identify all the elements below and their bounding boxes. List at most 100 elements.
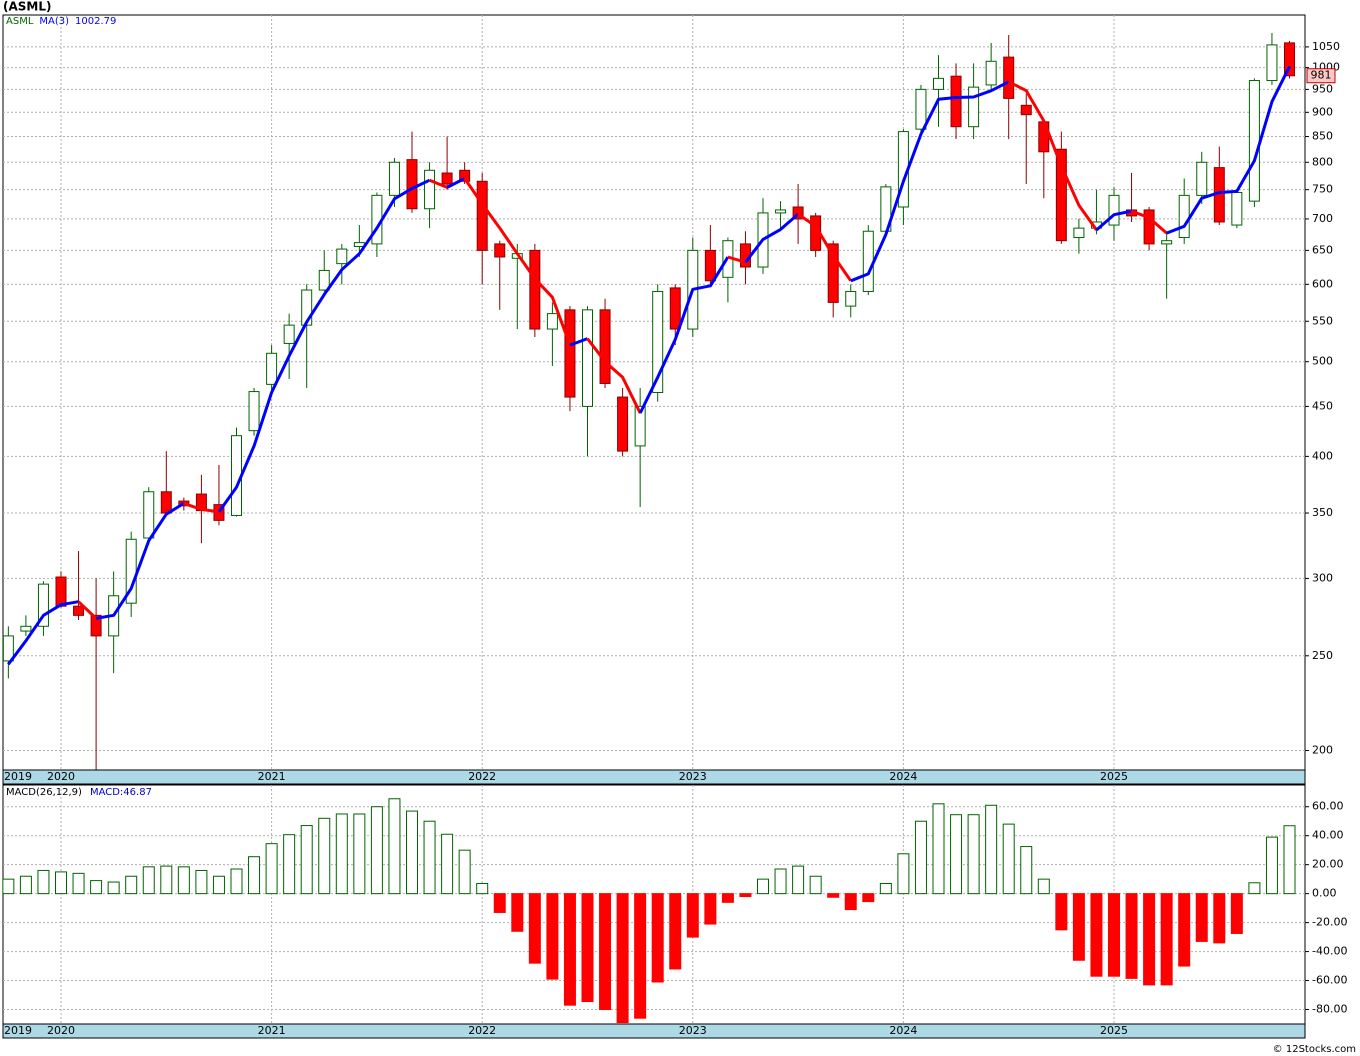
- ma-line: [586, 337, 642, 414]
- macd-bar: [669, 893, 682, 970]
- x-tick-label: 2024: [889, 1024, 917, 1037]
- macd-bar: [1230, 893, 1243, 934]
- macd-bar: [476, 882, 489, 895]
- macd-bar: [72, 872, 85, 895]
- macd-bar: [985, 804, 998, 895]
- y-tick-label: 60.00: [1312, 800, 1344, 813]
- candle-body: [1161, 240, 1173, 245]
- macd-bar: [19, 875, 32, 895]
- x-tick-label: 2025: [1100, 770, 1128, 783]
- ma-line: [1095, 209, 1132, 232]
- macd-bar: [423, 820, 436, 895]
- candle-body: [827, 243, 839, 303]
- candle-body: [968, 86, 980, 128]
- candle-body: [353, 242, 365, 247]
- macd-bar: [844, 893, 857, 911]
- candle-body: [90, 614, 102, 637]
- candle-body: [1231, 192, 1243, 226]
- legend: MACD(26,12,9) MACD:46.87: [6, 787, 152, 798]
- candle-body: [669, 287, 681, 330]
- candle-body: [845, 290, 857, 307]
- macd-bar: [599, 893, 612, 1011]
- macd-bar: [142, 866, 155, 895]
- candle-body: [582, 309, 593, 407]
- x-tick-label: 2024: [889, 770, 917, 783]
- y-tick-label: 250: [1312, 649, 1333, 662]
- macd-bar: [37, 869, 50, 895]
- legend-macd: MACD:46.87: [90, 787, 152, 798]
- legend-symbol: ASML: [6, 16, 34, 27]
- candle-body: [1143, 209, 1155, 245]
- macd-bar: [809, 875, 822, 895]
- ma-line: [429, 178, 448, 189]
- macd-bar: [1108, 893, 1120, 977]
- candle-body: [37, 583, 49, 627]
- x-tick-label: 2021: [258, 770, 286, 783]
- macd-bar: [1143, 893, 1156, 986]
- legend-indicator: MACD(26,12,9): [6, 787, 82, 798]
- x-axis-strip: [2, 769, 1306, 785]
- macd-bar: [932, 803, 945, 895]
- x-tick-label: 2019: [4, 770, 32, 783]
- macd-bar: [318, 817, 331, 895]
- macd-bar: [739, 893, 752, 898]
- candle-body: [459, 169, 471, 182]
- chart-title: (ASML): [3, 0, 52, 14]
- candle-body: [617, 396, 629, 452]
- macd-bar: [160, 865, 173, 895]
- y-tick-label: 200: [1312, 743, 1333, 756]
- y-tick-label: 850: [1312, 130, 1333, 143]
- candle-body: [1266, 44, 1278, 82]
- ma-line: [217, 178, 431, 513]
- macd-bar: [283, 834, 296, 895]
- y-tick-label: 20.00: [1312, 858, 1344, 871]
- macd-bar: [950, 814, 963, 895]
- macd-bar: [879, 882, 892, 895]
- macd-bar: [441, 833, 454, 895]
- macd-bar: [563, 893, 576, 1006]
- macd-bar: [704, 893, 717, 925]
- macd-bar: [195, 869, 208, 895]
- candle-body: [73, 605, 85, 616]
- y-tick-label: 40.00: [1312, 829, 1344, 842]
- macd-bar: [1037, 878, 1050, 895]
- y-tick-label: 700: [1312, 212, 1333, 225]
- y-tick-label: -40.00: [1312, 945, 1347, 958]
- y-tick-label: 300: [1312, 571, 1333, 584]
- macd-bar: [967, 814, 980, 895]
- candle-body: [266, 352, 278, 385]
- y-tick-label: -60.00: [1312, 974, 1347, 987]
- y-tick-label: 500: [1312, 355, 1333, 368]
- macd-bar: [335, 813, 348, 895]
- x-tick-label: 2025: [1100, 1024, 1128, 1037]
- candle-body: [599, 309, 611, 384]
- legend-ma-value: 1002.79: [75, 16, 116, 27]
- x-tick-label: 2021: [258, 1024, 286, 1037]
- candle-body: [424, 169, 436, 210]
- macd-bar: [616, 893, 629, 1024]
- macd-bar: [1283, 825, 1296, 895]
- candle-body: [775, 209, 787, 214]
- candle-body: [406, 159, 418, 210]
- y-tick-label: 950: [1312, 82, 1333, 95]
- ma-line: [446, 177, 466, 189]
- y-tick-label: 400: [1312, 449, 1333, 462]
- ma-line: [850, 80, 1010, 283]
- candle-body: [634, 405, 646, 447]
- x-tick-label: 2020: [47, 1024, 75, 1037]
- macd-bar: [1160, 893, 1173, 986]
- macd-bar: [792, 865, 805, 895]
- macd-bar: [634, 893, 647, 1019]
- macd-bar: [90, 880, 103, 895]
- candle-body: [1284, 42, 1295, 77]
- macd-bar: [353, 813, 366, 895]
- macd-bar: [827, 893, 840, 898]
- candle-body: [2, 635, 14, 662]
- macd-bar: [1248, 882, 1261, 895]
- x-tick-label: 2023: [679, 1024, 707, 1037]
- y-tick-label: 900: [1312, 105, 1333, 118]
- last-price-label: 981: [1311, 69, 1332, 82]
- ma-line: [183, 501, 220, 514]
- macd-bar: [528, 893, 541, 964]
